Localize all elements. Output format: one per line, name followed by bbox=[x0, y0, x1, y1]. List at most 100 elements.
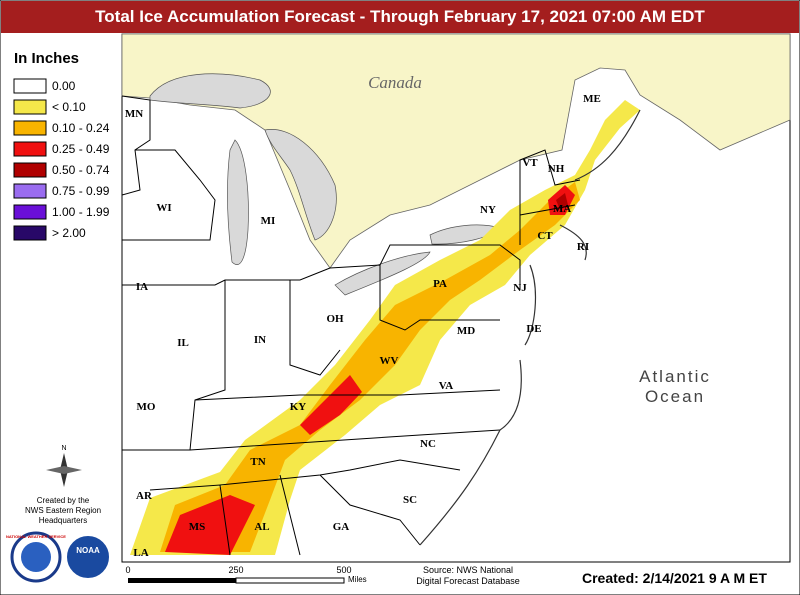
legend-swatch bbox=[13, 162, 47, 178]
logos: NATIONAL WEATHER SERVICE NOAA bbox=[6, 531, 111, 583]
scale-tick: 500 bbox=[336, 565, 351, 575]
state-label: NY bbox=[480, 204, 496, 216]
lake-huron bbox=[264, 129, 337, 241]
border bbox=[121, 95, 151, 196]
state-label: LA bbox=[133, 547, 148, 559]
state-label: WI bbox=[156, 202, 171, 214]
state-label: MA bbox=[553, 203, 571, 215]
state-label: VA bbox=[439, 380, 454, 392]
legend-label: 0.00 bbox=[52, 79, 76, 93]
legend-label: < 0.10 bbox=[52, 100, 86, 114]
legend-label: > 2.00 bbox=[52, 226, 86, 240]
legend-swatch bbox=[13, 78, 47, 94]
map-area: Canada Atlantic Ocean ME MN VT NH WI MI … bbox=[121, 33, 791, 563]
legend-label: 0.50 - 0.74 bbox=[52, 163, 110, 177]
legend-label: 0.10 - 0.24 bbox=[52, 121, 110, 135]
state-label: TN bbox=[250, 456, 265, 468]
scale-tick: 250 bbox=[228, 565, 243, 575]
border bbox=[149, 484, 231, 556]
state-label: OH bbox=[326, 313, 344, 325]
credit: NWS Eastern Region bbox=[25, 506, 101, 515]
created-date: Created: 2/14/2021 9 A M ET bbox=[582, 570, 767, 586]
compass-label: N bbox=[61, 445, 66, 452]
canada-label: Canada bbox=[368, 73, 422, 92]
state-label: GA bbox=[333, 521, 350, 533]
state-label: VT bbox=[522, 157, 538, 169]
ocean-label: Atlantic bbox=[639, 367, 711, 386]
legend-label: 0.75 - 0.99 bbox=[52, 184, 110, 198]
border bbox=[519, 149, 581, 245]
border bbox=[194, 389, 501, 401]
compass-needle bbox=[46, 466, 82, 474]
lake-michigan bbox=[227, 139, 249, 265]
legend-swatch bbox=[13, 120, 47, 136]
state-label: MO bbox=[137, 401, 156, 413]
state-label: KY bbox=[290, 401, 307, 413]
state-label: IA bbox=[136, 281, 148, 293]
ice-heavy-ky bbox=[300, 375, 362, 435]
state-borders bbox=[121, 95, 581, 556]
noaa-logo bbox=[65, 534, 111, 580]
state-label: RI bbox=[577, 241, 589, 253]
border bbox=[379, 244, 521, 290]
legend-items: 0.00 < 0.10 0.10 - 0.24 0.25 - 0.49 0.50 - 0… bbox=[13, 78, 110, 241]
legend: In Inches 0.00 < 0.10 0.10 - 0.24 0.25 - 0.… bbox=[13, 50, 110, 241]
state-label: MD bbox=[457, 325, 475, 337]
state-label: PA bbox=[433, 278, 447, 290]
state-label: WV bbox=[380, 355, 399, 367]
legend-title: In Inches bbox=[14, 50, 79, 67]
legend-swatch bbox=[13, 183, 47, 199]
state-labels: ME MN VT NH WI MI NY MA CT RI IA PA NJ O… bbox=[125, 93, 601, 559]
legend-swatch bbox=[13, 225, 47, 241]
border bbox=[329, 264, 500, 331]
state-label: IL bbox=[177, 337, 189, 349]
title: Total Ice Accumulation Forecast - Throug… bbox=[95, 7, 705, 26]
ice-heavy-south bbox=[165, 495, 255, 555]
title-bar bbox=[1, 1, 799, 33]
legend-swatch bbox=[13, 141, 47, 157]
source: Digital Forecast Database bbox=[416, 576, 520, 586]
ocean-label: Ocean bbox=[645, 387, 705, 406]
ice-moderate bbox=[160, 182, 580, 552]
border bbox=[279, 474, 301, 556]
state-label: CT bbox=[537, 230, 553, 242]
border bbox=[219, 459, 461, 486]
state-label: SC bbox=[403, 494, 417, 506]
state-label: NH bbox=[548, 163, 565, 175]
border bbox=[122, 149, 216, 241]
legend-label: 1.00 - 1.99 bbox=[52, 205, 110, 219]
state-label: IN bbox=[254, 334, 266, 346]
state-label: NJ bbox=[513, 282, 527, 294]
source: Source: NWS National bbox=[423, 565, 513, 575]
state-label: MN bbox=[125, 108, 143, 120]
nws-logo-inner bbox=[21, 542, 51, 572]
border bbox=[289, 280, 341, 376]
compass: N bbox=[46, 445, 82, 487]
border bbox=[189, 429, 501, 451]
credit: Created by the bbox=[37, 496, 90, 505]
ice-severe-ma bbox=[556, 193, 568, 210]
state-label: MS bbox=[189, 521, 206, 533]
legend-swatch bbox=[13, 204, 47, 220]
scale-bar-segment bbox=[235, 577, 345, 584]
scale-unit: Miles bbox=[348, 575, 367, 584]
state-label: NC bbox=[420, 438, 436, 450]
scale-tick: 0 bbox=[125, 565, 130, 575]
legend-swatch bbox=[13, 99, 47, 115]
canada bbox=[121, 33, 791, 269]
state-label: MI bbox=[261, 215, 276, 227]
scale-bar: 0 250 500 Miles bbox=[125, 565, 366, 584]
lake-superior bbox=[149, 73, 271, 109]
border bbox=[519, 204, 576, 216]
lake-erie bbox=[334, 251, 431, 296]
state-label: AL bbox=[254, 521, 269, 533]
nws-text: NATIONAL WEATHER SERVICE bbox=[6, 534, 66, 539]
legend-label: 0.25 - 0.49 bbox=[52, 142, 110, 156]
great-lakes bbox=[149, 73, 501, 296]
border bbox=[319, 474, 421, 546]
state-label: ME bbox=[583, 93, 601, 105]
credit: Headquarters bbox=[39, 516, 87, 525]
noaa-text: NOAA bbox=[76, 546, 100, 555]
coastline bbox=[419, 109, 641, 546]
